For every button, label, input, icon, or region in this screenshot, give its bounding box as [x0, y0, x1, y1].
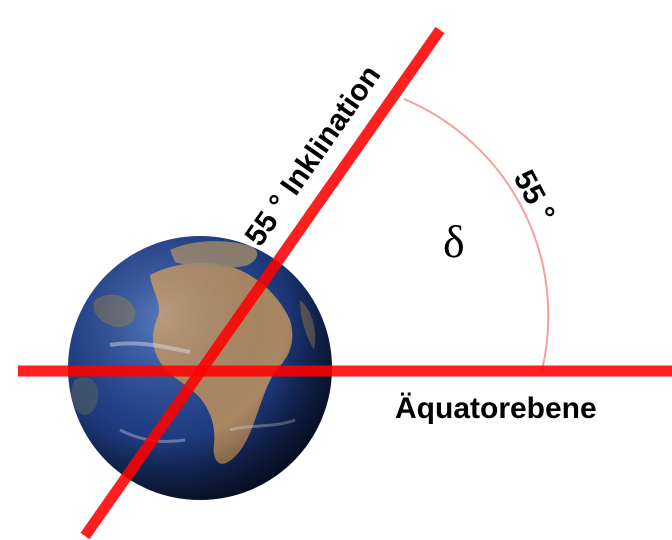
- equatorial-plane-label: Äquatorebene: [395, 392, 597, 425]
- inclination-line: [80, 26, 445, 540]
- angle-arc: [403, 98, 550, 371]
- inclination-label: 55 ° Inklination: [239, 59, 388, 252]
- angle-symbol: δ: [443, 216, 465, 267]
